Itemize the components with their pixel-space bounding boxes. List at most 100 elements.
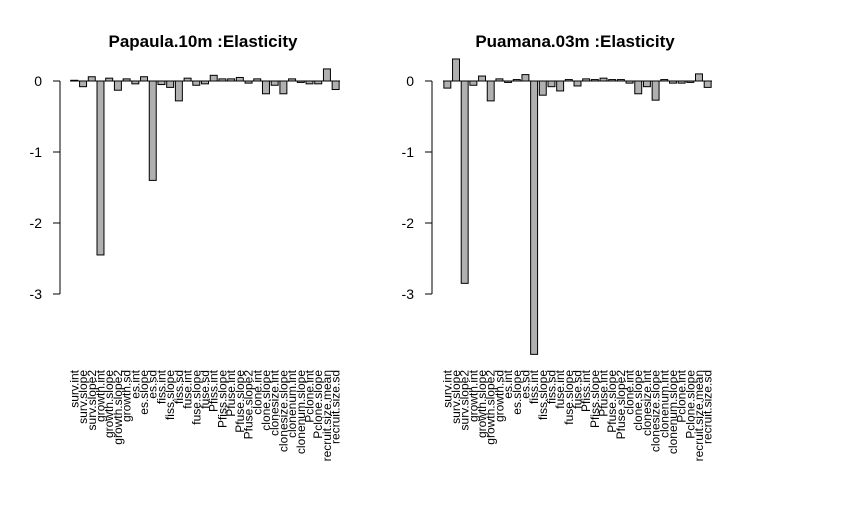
category-label: surv.slope bbox=[76, 370, 90, 424]
category-label: surv.int bbox=[67, 369, 81, 407]
bar bbox=[279, 80, 288, 95]
bar bbox=[270, 80, 279, 86]
category-label: recruit.size.sd bbox=[701, 370, 715, 444]
category-label: fiss.sd bbox=[172, 370, 186, 404]
category-label: Pfuse.slope bbox=[233, 370, 247, 433]
bar bbox=[79, 80, 88, 88]
bar bbox=[96, 80, 105, 256]
category-labels: surv.intsurv.slopesurv.slope2growth.intg… bbox=[440, 369, 714, 461]
category-label: recruit.size.mean bbox=[320, 370, 334, 461]
y-tick-label: -3 bbox=[402, 286, 415, 302]
bar bbox=[174, 80, 183, 102]
bar bbox=[261, 80, 270, 95]
bar bbox=[521, 74, 530, 82]
category-label: growth.int bbox=[466, 369, 480, 422]
category-label: es.slope bbox=[510, 370, 524, 415]
bar bbox=[235, 76, 244, 82]
category-label: fuse.sd bbox=[198, 370, 212, 409]
category-label: clone.int bbox=[250, 369, 264, 414]
bar bbox=[660, 79, 669, 82]
category-label: clone.slope bbox=[631, 370, 645, 431]
bar bbox=[253, 78, 262, 82]
bar bbox=[469, 80, 478, 86]
category-label: es.sd bbox=[146, 370, 160, 399]
y-axis: 0 -1 -2 -3 bbox=[402, 73, 433, 302]
bar bbox=[495, 78, 504, 82]
y-tick-label: -2 bbox=[402, 215, 415, 231]
bar bbox=[651, 80, 660, 101]
bar bbox=[486, 80, 495, 102]
bar bbox=[113, 80, 122, 91]
bar bbox=[668, 80, 677, 84]
y-tick-label: -2 bbox=[30, 215, 43, 231]
category-label: growth.slope2 bbox=[111, 370, 125, 445]
bar bbox=[183, 77, 192, 82]
category-label: surv.slope2 bbox=[85, 370, 99, 431]
category-label: growth.sd bbox=[120, 370, 134, 422]
category-label: clonesize.int bbox=[268, 369, 282, 436]
bar bbox=[70, 79, 79, 82]
category-label: fuse.slope bbox=[189, 370, 203, 425]
bar bbox=[305, 80, 314, 85]
bar bbox=[244, 80, 253, 84]
papaula-elasticity-panel: Papaula.10m :Elasticity 0 -1 -2 -3 surv.int… bbox=[30, 32, 343, 461]
category-label: Pfiss.int bbox=[579, 369, 593, 412]
bar bbox=[148, 80, 157, 181]
category-label: growth.slope bbox=[475, 370, 489, 438]
chart-title: Puamana.03m :Elasticity bbox=[475, 32, 675, 51]
bar bbox=[608, 79, 617, 82]
category-label: Pfuse.slope2 bbox=[242, 370, 256, 440]
category-label: clone.int bbox=[623, 369, 637, 414]
chart-title: Papaula.10m :Elasticity bbox=[109, 32, 299, 51]
category-label: es.int bbox=[501, 369, 515, 398]
category-label: growth.int bbox=[93, 369, 107, 422]
category-label: Pfiss.slope bbox=[215, 370, 229, 428]
category-label: es.int bbox=[128, 369, 142, 398]
category-label: fiss.int bbox=[527, 369, 541, 404]
bar bbox=[582, 78, 591, 82]
category-label: growth.slope bbox=[102, 370, 116, 438]
bar bbox=[512, 79, 521, 82]
category-label: clonesize.slope bbox=[649, 370, 663, 452]
bar bbox=[452, 58, 460, 82]
category-label: Pfuse.slope bbox=[605, 370, 619, 433]
category-label: clonenum.int bbox=[285, 369, 299, 438]
category-label: growth.sd bbox=[492, 370, 506, 422]
bar bbox=[227, 78, 236, 82]
category-label: clonesize.slope bbox=[276, 370, 290, 452]
category-label: surv.slope2 bbox=[458, 370, 472, 431]
bar bbox=[201, 80, 209, 85]
bar bbox=[564, 79, 573, 82]
bar bbox=[573, 80, 582, 87]
bar bbox=[460, 80, 469, 284]
bar bbox=[695, 73, 703, 82]
category-label: fiss.sd bbox=[544, 370, 558, 404]
category-label: fiss.int bbox=[154, 369, 168, 404]
category-label: growth.slope2 bbox=[484, 370, 498, 445]
category-label: clone.slope bbox=[259, 370, 273, 431]
bar bbox=[686, 80, 695, 83]
category-label: fuse.sd bbox=[571, 370, 585, 409]
bar bbox=[322, 68, 331, 82]
category-label: fiss.slope bbox=[536, 370, 550, 420]
category-label: fuse.int bbox=[181, 369, 195, 408]
bar bbox=[504, 80, 513, 83]
bar bbox=[538, 80, 547, 96]
category-label: fiss.slope bbox=[163, 370, 177, 420]
category-label: es.slope bbox=[137, 370, 151, 415]
category-labels: surv.intsurv.slopesurv.slope2growth.intg… bbox=[67, 369, 342, 461]
bar bbox=[642, 80, 651, 88]
y-tick-label: -1 bbox=[30, 144, 43, 160]
y-axis: 0 -1 -2 -3 bbox=[30, 73, 61, 302]
bar bbox=[87, 76, 96, 82]
category-label: clonenum.int bbox=[657, 369, 671, 438]
category-label: Pfiss.int bbox=[207, 369, 221, 412]
category-label: Pfuse.int bbox=[224, 369, 238, 416]
category-label: recruit.size.mean bbox=[692, 370, 706, 461]
bar bbox=[590, 79, 599, 82]
bar bbox=[677, 80, 686, 84]
category-label: Pclone.slope bbox=[683, 370, 697, 439]
bar bbox=[192, 80, 201, 86]
bar bbox=[478, 75, 487, 82]
category-label: recruit.size.sd bbox=[329, 370, 343, 444]
